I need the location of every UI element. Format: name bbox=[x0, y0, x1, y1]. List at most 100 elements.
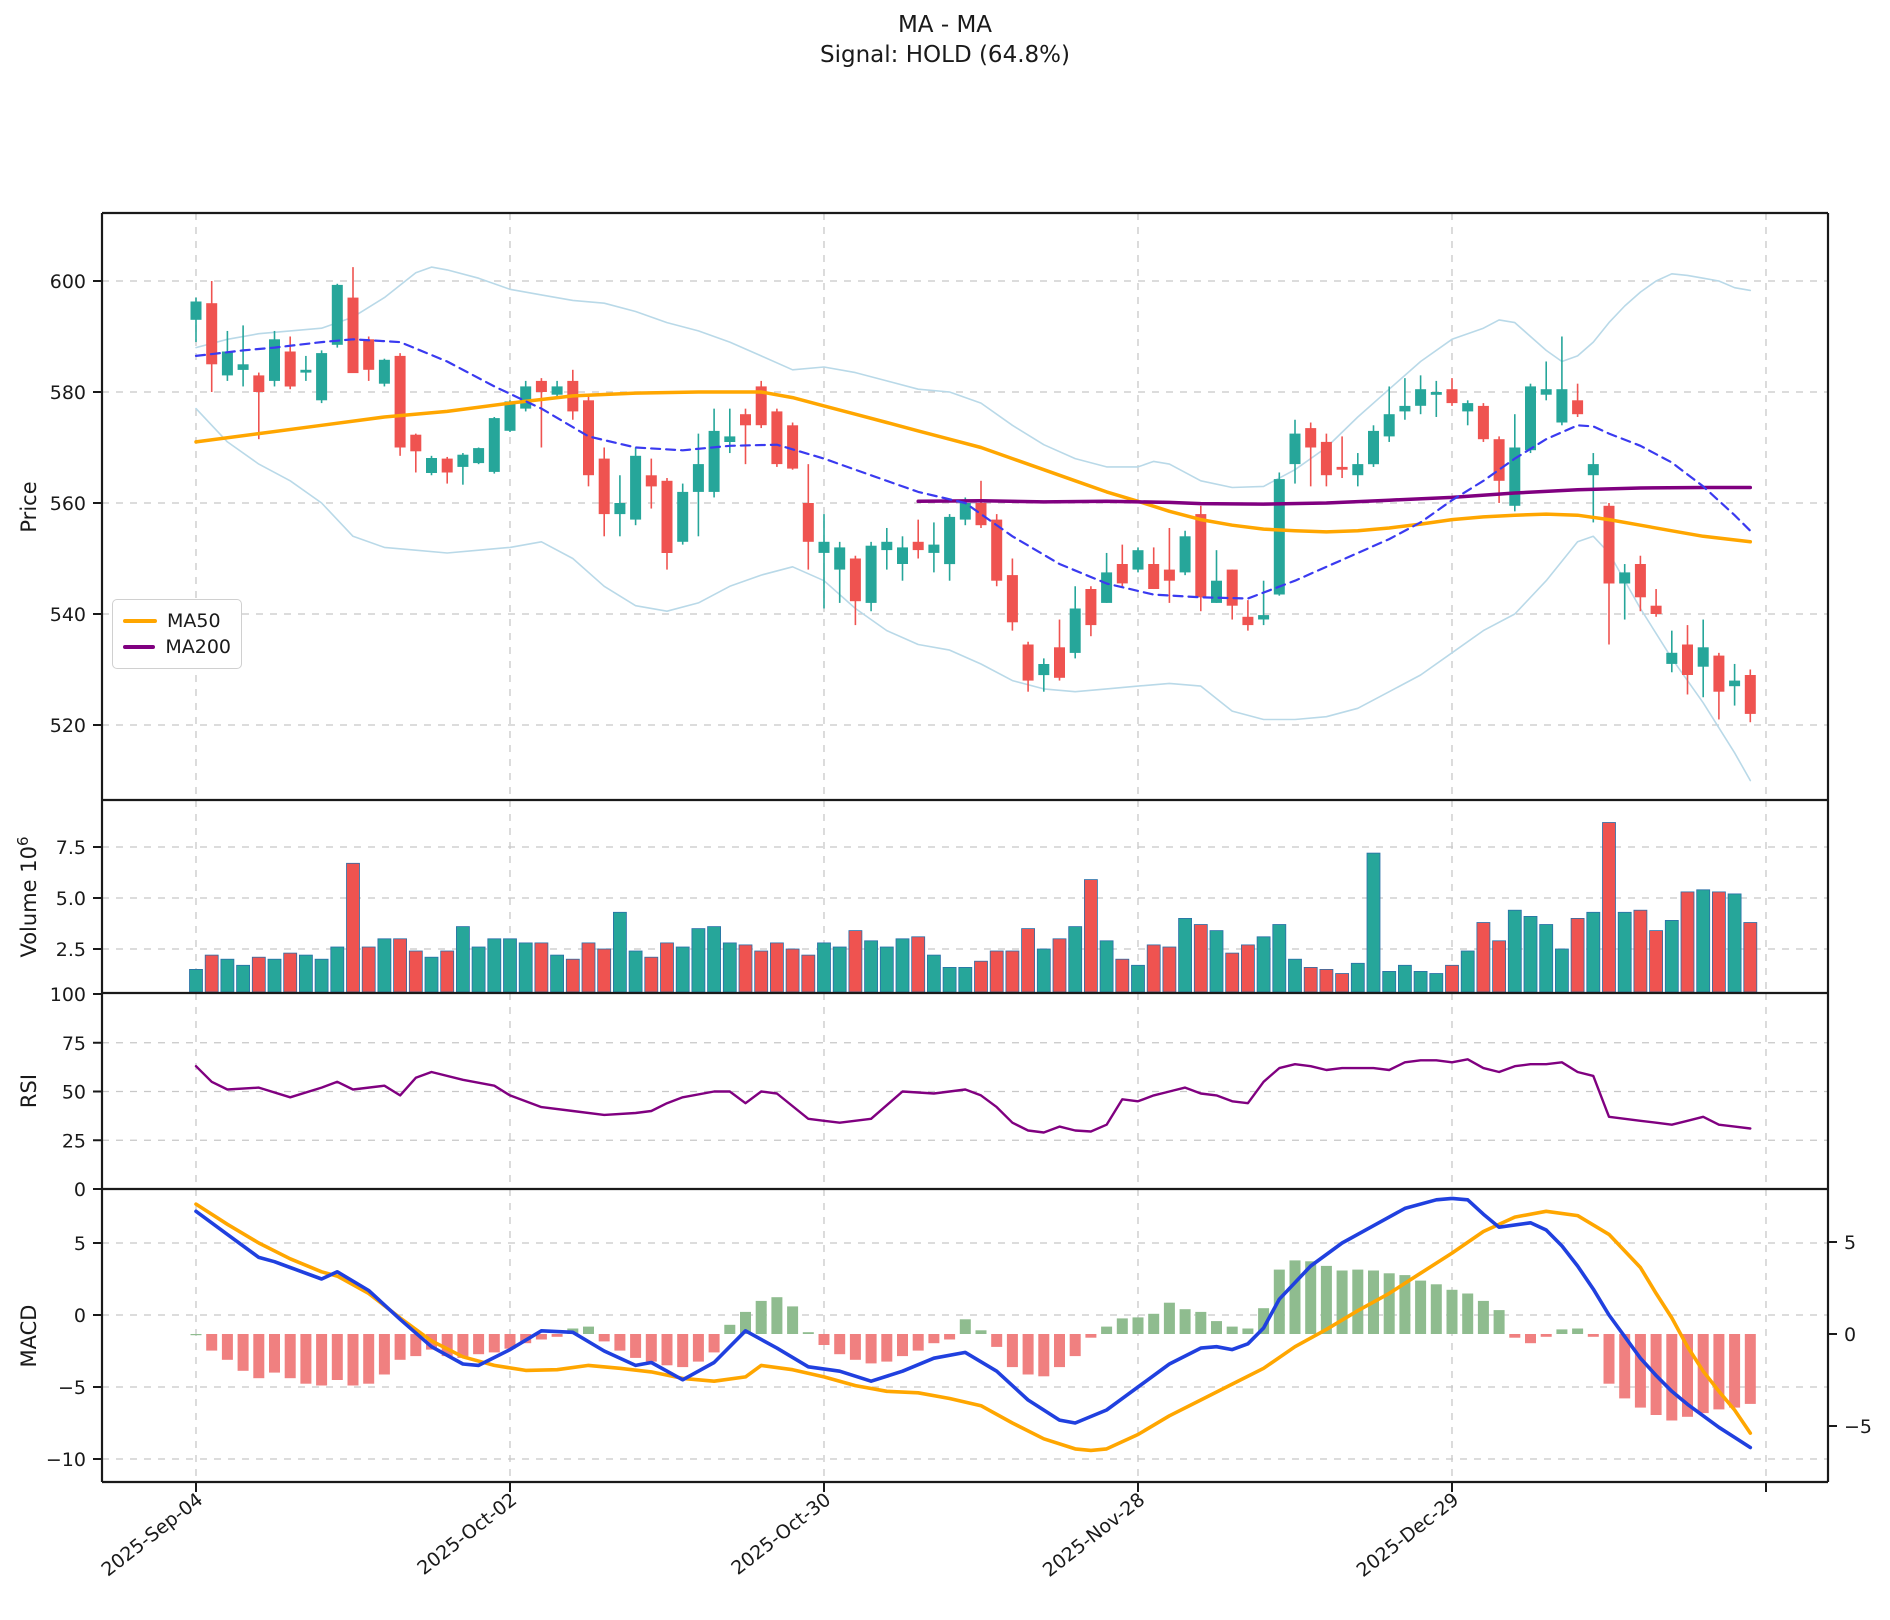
volume-bar bbox=[801, 954, 816, 993]
volume-bar bbox=[1413, 971, 1428, 993]
volume-bar bbox=[1712, 891, 1726, 993]
candle bbox=[1242, 616, 1254, 626]
price-axis-label: Price bbox=[17, 481, 41, 532]
macd-histogram-bar bbox=[645, 1334, 657, 1362]
price-tick-label: 600 bbox=[50, 271, 86, 293]
volume-bar bbox=[911, 936, 926, 993]
candle bbox=[1619, 572, 1631, 584]
volume-bar bbox=[1398, 964, 1412, 993]
macd-histogram-bar bbox=[473, 1334, 485, 1355]
macd-histogram-bar bbox=[300, 1334, 312, 1384]
volume-bar bbox=[974, 960, 988, 993]
macd-histogram-bar bbox=[206, 1334, 218, 1351]
candle bbox=[1477, 405, 1489, 440]
volume-tick-label: 2.5 bbox=[56, 939, 86, 961]
macd-histogram-bar bbox=[755, 1300, 767, 1334]
candle bbox=[269, 339, 280, 381]
grid-layer bbox=[102, 213, 1828, 1482]
volume-bar bbox=[1523, 916, 1538, 993]
volume-bar bbox=[408, 950, 423, 993]
rsi-tick-label: 25 bbox=[62, 1130, 86, 1152]
candle bbox=[426, 458, 437, 473]
volume-bar bbox=[1680, 891, 1695, 993]
volume-bar bbox=[565, 958, 580, 993]
macd-histogram-bar bbox=[1634, 1334, 1646, 1408]
volume-bar bbox=[1209, 930, 1224, 993]
x-tick-label: 2025-Oct-02 bbox=[413, 1489, 521, 1580]
macd-histogram-bar bbox=[1242, 1328, 1254, 1334]
macd-histogram-bar bbox=[1022, 1334, 1034, 1375]
macd-histogram-bar bbox=[1415, 1280, 1427, 1334]
macd-histogram-bar bbox=[1085, 1334, 1097, 1338]
volume-bar bbox=[942, 967, 957, 993]
candle bbox=[1729, 680, 1741, 687]
candle bbox=[1493, 439, 1505, 481]
volume-bar bbox=[204, 954, 219, 993]
ma20-dashed-line bbox=[194, 338, 1752, 600]
candle bbox=[975, 503, 987, 526]
volume-bar bbox=[1021, 928, 1035, 993]
macd-axis-label: MACD bbox=[17, 1305, 41, 1368]
candle bbox=[378, 359, 390, 384]
candle bbox=[1446, 389, 1458, 404]
candle bbox=[331, 284, 343, 345]
volume-bar bbox=[424, 956, 439, 993]
macd-histogram-bar bbox=[787, 1306, 799, 1334]
candle bbox=[1069, 608, 1081, 653]
candle bbox=[802, 503, 814, 542]
macd-histogram-bar bbox=[363, 1334, 375, 1384]
volume-tick-label: 7.5 bbox=[56, 837, 86, 859]
candle bbox=[1211, 580, 1222, 603]
volume-bar bbox=[346, 862, 360, 993]
candle bbox=[1101, 572, 1113, 603]
candle bbox=[347, 297, 359, 374]
macd-histogram-bar bbox=[928, 1334, 940, 1344]
candle bbox=[551, 386, 563, 395]
volume-bar bbox=[1099, 940, 1114, 993]
candle bbox=[1572, 400, 1584, 415]
macd-histogram-bar bbox=[1226, 1326, 1238, 1334]
volume-bar bbox=[597, 948, 612, 993]
macd-histogram-bar bbox=[598, 1334, 610, 1342]
volume-bar bbox=[1460, 950, 1475, 993]
macd-signal-line bbox=[194, 1202, 1753, 1453]
macd-histogram-bar bbox=[1572, 1328, 1584, 1334]
macd-histogram-bar bbox=[378, 1334, 390, 1375]
candle bbox=[1556, 389, 1568, 423]
candle bbox=[190, 301, 202, 320]
macd-left-tick-label: −10 bbox=[46, 1449, 86, 1471]
macd-histogram-bar bbox=[1289, 1260, 1301, 1334]
candle bbox=[221, 351, 233, 376]
volume-bar bbox=[738, 944, 753, 993]
volume-bar bbox=[283, 952, 298, 993]
macd-histogram-bar bbox=[316, 1334, 328, 1386]
candle bbox=[755, 386, 767, 426]
candle bbox=[1116, 564, 1128, 584]
macd-histogram-bar bbox=[1587, 1334, 1599, 1337]
candle bbox=[520, 386, 532, 409]
macd-histogram-bar bbox=[944, 1334, 956, 1340]
macd-histogram-bar bbox=[1399, 1275, 1411, 1334]
candle bbox=[394, 355, 406, 448]
macd-histogram-bar bbox=[1744, 1334, 1756, 1404]
candle bbox=[1258, 615, 1270, 620]
macd-histogram-bar bbox=[535, 1334, 547, 1340]
price-tick-label: 540 bbox=[50, 604, 86, 626]
volume-bar bbox=[1131, 964, 1145, 993]
candle bbox=[771, 411, 783, 465]
macd-histogram-bar bbox=[1713, 1334, 1725, 1410]
candle bbox=[661, 480, 673, 553]
volume-bar bbox=[1570, 918, 1585, 993]
macd-histogram-bar bbox=[504, 1334, 516, 1349]
volume-bar bbox=[691, 928, 706, 993]
macd-histogram-bar bbox=[1462, 1293, 1474, 1334]
candle bbox=[1697, 647, 1709, 667]
volume-bar bbox=[1649, 930, 1663, 993]
volume-bar bbox=[1507, 909, 1522, 993]
volume-bar bbox=[848, 930, 863, 993]
volume-bar bbox=[1539, 924, 1554, 993]
volume-bar bbox=[1445, 964, 1459, 993]
candle bbox=[1195, 514, 1207, 598]
candle bbox=[630, 455, 642, 520]
